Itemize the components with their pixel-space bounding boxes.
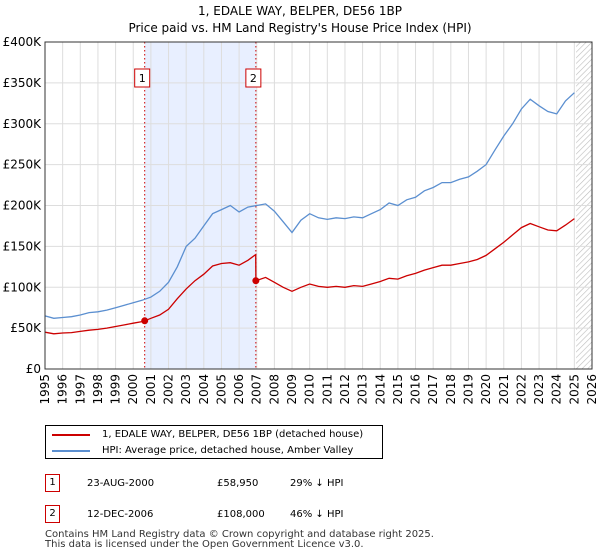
sale-badge-label: 2 (250, 72, 257, 85)
title-line-2: Price paid vs. HM Land Registry's House … (128, 21, 472, 35)
x-tick-label: 2010 (303, 374, 317, 405)
x-tick-label: 1996 (56, 374, 70, 405)
x-tick-label: 2022 (514, 374, 528, 405)
x-tick-label: 2017 (426, 374, 440, 405)
transaction-marker-badge: 1 (45, 474, 60, 492)
x-tick-label: 2002 (162, 374, 176, 405)
sale-point (252, 277, 260, 285)
x-tick-label: 1999 (109, 374, 123, 405)
chart-title: 1, EDALE WAY, BELPER, DE56 1BP Price pai… (0, 3, 600, 37)
price-chart: £0 £50K £100K £150K £200K £250K £300K £350K £400… (3, 35, 599, 405)
y-tick-label: £0 (26, 362, 41, 376)
footer-licence: This data is licensed under the Open Gov… (45, 539, 364, 550)
x-tick-label: 2023 (532, 374, 546, 405)
x-tick-label: 2011 (320, 374, 334, 405)
y-tick-label: £150K (3, 239, 43, 253)
transaction-marker-badge: 2 (45, 505, 60, 523)
transaction-price: £58,950 (217, 478, 259, 489)
y-tick-label: £250K (3, 158, 43, 172)
x-tick-label: 2005 (214, 374, 228, 405)
x-tick-label: 2021 (497, 374, 511, 405)
sale-badge-box (134, 68, 151, 88)
x-tick-label: 2009 (285, 374, 299, 405)
y-tick-label: £300K (3, 117, 43, 131)
property-series-line (44, 218, 575, 335)
x-tick-label: 2008 (267, 374, 281, 405)
x-tick-label: 2024 (550, 374, 564, 405)
x-tick-label: 2006 (232, 374, 246, 405)
x-tick-label: 2014 (373, 374, 387, 405)
transaction-hpi-diff: 46% ↓ HPI (290, 509, 344, 520)
x-tick-label: 2007 (250, 374, 264, 405)
transaction-hpi-diff: 29% ↓ HPI (290, 478, 344, 489)
y-tick-label: £50K (10, 321, 42, 335)
y-tick-label: £200K (3, 199, 43, 213)
legend-label-property: 1, EDALE WAY, BELPER, DE56 1BP (detached… (102, 429, 364, 440)
x-tick-label: 2001 (144, 374, 158, 405)
x-tick-label: 1997 (73, 374, 87, 405)
x-tick-label: 2003 (179, 374, 193, 405)
x-tick-label: 2018 (444, 374, 458, 405)
footer-copyright: Contains HM Land Registry data © Crown c… (45, 529, 434, 540)
x-tick-label: 1995 (38, 374, 52, 405)
x-tick-label: 2015 (391, 374, 405, 405)
x-tick-label: 1998 (91, 374, 105, 405)
title-line-1: 1, EDALE WAY, BELPER, DE56 1BP (198, 4, 402, 18)
x-tick-label: 2020 (479, 374, 493, 405)
y-tick-label: £100K (3, 280, 43, 294)
x-tick-label: 2013 (356, 374, 370, 405)
x-tick-label: 2025 (567, 374, 581, 405)
legend: 1, EDALE WAY, BELPER, DE56 1BP (detached… (45, 425, 383, 459)
x-tick-label: 2004 (197, 374, 211, 405)
sale-badge-box (245, 68, 262, 88)
legend-swatch-property (52, 434, 90, 436)
legend-label-hpi: HPI: Average price, detached house, Ambe… (102, 445, 354, 456)
x-tick-label: 2019 (461, 374, 475, 405)
footer: Contains HM Land Registry data © Crown c… (45, 530, 434, 550)
x-tick-label: 2012 (338, 374, 352, 405)
y-tick-label: £400K (3, 35, 43, 49)
x-tick-label: 2016 (409, 374, 423, 405)
transaction-date: 12-DEC-2006 (87, 509, 154, 520)
transaction-date: 23-AUG-2000 (87, 478, 155, 489)
sale-badge-label: 1 (139, 72, 146, 85)
hpi-series-line (44, 92, 575, 319)
x-tick-label: 2000 (126, 374, 140, 405)
plot-frame (44, 41, 593, 370)
sale-point (141, 317, 149, 325)
x-tick-label: 2026 (585, 374, 599, 405)
legend-swatch-hpi (52, 450, 90, 452)
transaction-price: £108,000 (217, 509, 265, 520)
y-tick-label: £350K (3, 76, 43, 90)
